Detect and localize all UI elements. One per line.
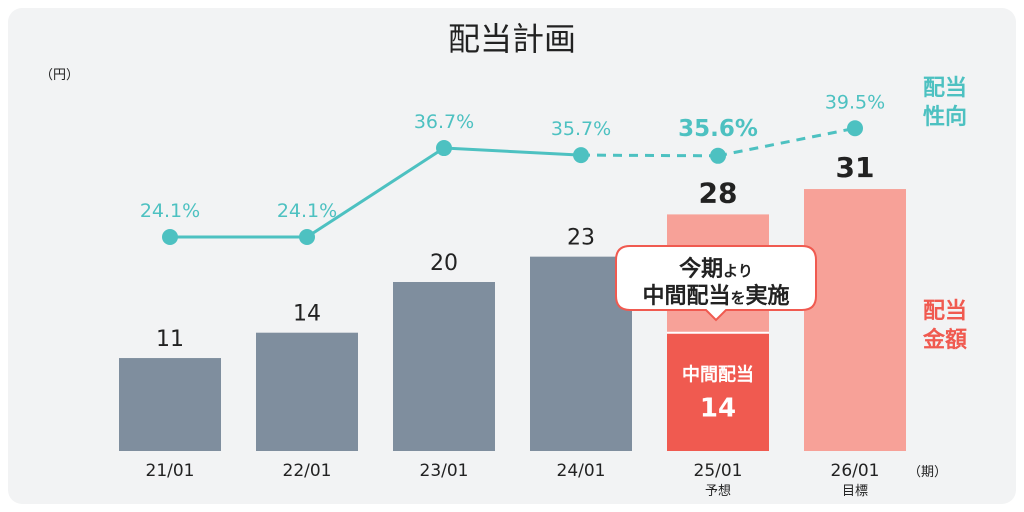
bar-value-label: 23 <box>567 226 595 251</box>
payout-value-label: 39.5% <box>825 91 885 113</box>
legend-dividend-amount-line2: 金額 <box>922 327 967 353</box>
interim-dividend-callout: 今期より 中間配当を実施 <box>615 245 817 322</box>
payout-value-label: 35.6% <box>678 116 758 142</box>
x-tick-sublabel: 予想 <box>705 483 731 499</box>
payout-line-layer: 24.1% 24.1% 36.7% 35.7% 35.6% 39.5% <box>140 91 885 245</box>
bar-26-01 <box>804 189 906 452</box>
chart-title: 配当計画 <box>448 20 576 58</box>
x-tick-label: 21/01 <box>146 461 195 481</box>
payout-value-label: 24.1% <box>277 200 337 222</box>
bar-value-label: 20 <box>430 251 458 276</box>
x-tick-label: 23/01 <box>420 461 469 481</box>
x-tick-label: 24/01 <box>557 461 606 481</box>
payout-value-label: 24.1% <box>140 200 200 222</box>
callout-text-yori: より <box>723 262 753 280</box>
interim-value-label: 14 <box>700 394 736 424</box>
callout-line-2: 中間配当を実施 <box>642 283 789 309</box>
legend-payout-ratio-line1: 配当 <box>923 76 967 101</box>
legend-payout-ratio-line2: 性向 <box>923 104 967 130</box>
legend-dividend-amount-line1: 配当 <box>923 299 967 324</box>
bar-value-label: 31 <box>836 151 875 184</box>
bar-value-label: 14 <box>293 302 321 327</box>
payout-point <box>847 120 863 137</box>
bar-23-01 <box>393 282 495 451</box>
payout-point <box>436 140 452 157</box>
labels-layer: 11 21/01 14 22/01 20 23/01 23 24/01 28 25/01 予想 31 2… <box>146 151 880 499</box>
payout-line-segment <box>443 146 582 157</box>
payout-point <box>162 229 178 245</box>
payout-line-segment-forecast <box>580 153 719 158</box>
callout-line-1: 今期より <box>679 256 753 282</box>
payout-point <box>573 147 589 164</box>
x-tick-sublabel: 目標 <box>842 484 868 499</box>
bar-value-label: 11 <box>156 327 184 352</box>
callout-text-konki: 今期 <box>679 256 723 282</box>
bar-interim-dividend <box>667 332 769 451</box>
x-tick-label: 22/01 <box>283 461 332 481</box>
payout-line-segment-forecast <box>717 126 856 158</box>
callout-text-interim: 中間配当 <box>642 284 730 309</box>
bar-value-label: 28 <box>699 176 738 209</box>
x-unit-label: （期） <box>908 465 947 480</box>
bar-21-01 <box>119 358 221 451</box>
payout-line-segment <box>306 146 445 239</box>
callout-bubble <box>615 245 817 322</box>
payout-value-label: 35.7% <box>551 118 611 140</box>
interim-label: 中間配当 <box>682 364 754 386</box>
payout-point <box>710 147 726 164</box>
payout-point <box>299 229 315 245</box>
callout-text-jisshi: 実施 <box>746 283 790 309</box>
x-tick-label: 26/01 <box>831 461 880 481</box>
payout-value-label: 36.7% <box>414 111 474 133</box>
x-tick-label: 25/01 <box>694 461 743 481</box>
y-unit-label: （円） <box>40 68 79 83</box>
bar-22-01 <box>256 332 358 451</box>
callout-text-wo: を <box>730 289 745 307</box>
